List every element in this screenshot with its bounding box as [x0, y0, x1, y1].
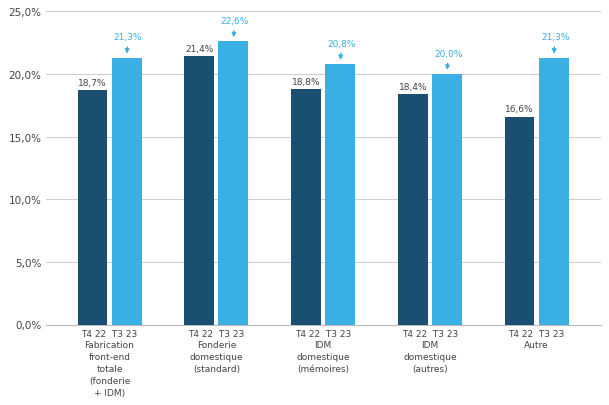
Text: 22,6%: 22,6% — [220, 17, 249, 37]
Text: 18,8%: 18,8% — [292, 78, 320, 87]
Text: 21,3%: 21,3% — [114, 33, 143, 53]
Bar — [398, 95, 428, 325]
Bar — [432, 75, 462, 325]
Text: 20,8%: 20,8% — [328, 40, 356, 59]
Text: 21,4%: 21,4% — [185, 45, 213, 54]
Text: 18,7%: 18,7% — [78, 79, 107, 88]
Text: 16,6%: 16,6% — [505, 105, 534, 114]
Text: 21,3%: 21,3% — [541, 33, 569, 53]
Text: 20,0%: 20,0% — [434, 49, 463, 69]
Bar — [185, 57, 214, 325]
Bar — [325, 65, 355, 325]
Bar — [505, 117, 535, 325]
Bar — [77, 91, 107, 325]
Bar — [219, 42, 248, 325]
Bar — [291, 90, 321, 325]
Text: 18,4%: 18,4% — [398, 83, 427, 92]
Bar — [111, 59, 141, 325]
Bar — [539, 59, 569, 325]
